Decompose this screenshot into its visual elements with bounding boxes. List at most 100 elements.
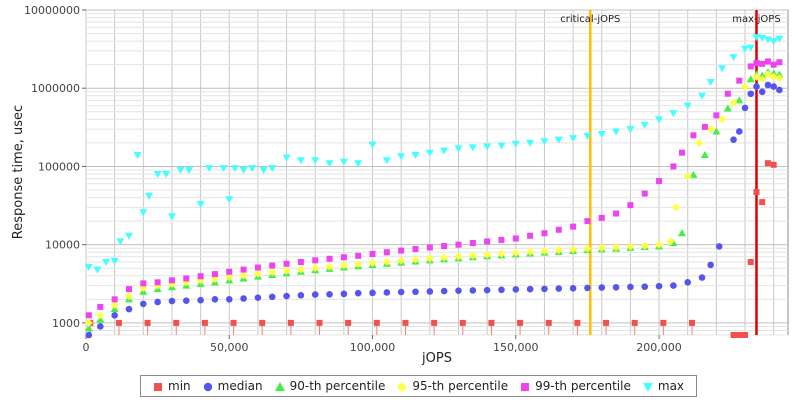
data-point (373, 319, 380, 326)
data-point (145, 192, 154, 200)
data-point (764, 160, 771, 167)
data-point (670, 282, 677, 289)
data-point (85, 312, 92, 319)
data-point (769, 72, 778, 81)
data-point (102, 259, 111, 267)
data-point (655, 240, 664, 249)
data-point (326, 290, 333, 298)
data-point (297, 292, 305, 299)
data-point (97, 303, 104, 310)
series-95-th-percentile (84, 70, 784, 327)
data-point (497, 142, 506, 150)
data-point (115, 319, 122, 326)
series-max (84, 34, 784, 274)
data-point (211, 296, 219, 303)
data-point (196, 201, 205, 209)
data-point (96, 311, 105, 320)
data-point (398, 247, 405, 254)
data-point (240, 266, 247, 273)
data-point (713, 112, 720, 119)
data-point (454, 145, 463, 153)
data-point (340, 290, 348, 298)
data-point (511, 140, 520, 148)
data-point (612, 128, 621, 136)
data-point (459, 319, 466, 326)
data-point (426, 244, 433, 251)
data-point (84, 263, 93, 271)
data-point (316, 319, 323, 326)
data-point (554, 246, 563, 255)
data-point (469, 240, 476, 247)
data-point (775, 70, 784, 78)
data-point (355, 252, 362, 259)
data-point (527, 232, 534, 239)
data-point (440, 253, 449, 262)
data-point (440, 287, 448, 295)
data-point (383, 249, 390, 256)
data-point (706, 79, 715, 87)
data-point (167, 213, 176, 221)
data-point (488, 319, 495, 326)
data-point (383, 289, 391, 296)
data-point (369, 250, 376, 257)
legend-swatch (153, 381, 163, 391)
data-point (111, 312, 118, 319)
data-point (397, 153, 406, 161)
data-point (690, 132, 697, 139)
data-point (97, 323, 104, 330)
data-point (758, 75, 767, 84)
data-point (144, 319, 151, 326)
data-point (354, 289, 362, 297)
data-point (402, 319, 409, 326)
data-point (718, 115, 727, 124)
data-point (597, 130, 606, 138)
data-point (517, 319, 524, 326)
data-point (411, 255, 420, 264)
data-point (700, 151, 709, 159)
data-point (168, 297, 176, 305)
data-point (775, 35, 784, 43)
data-point (239, 167, 248, 175)
data-point (225, 273, 234, 282)
plot-background (85, 9, 789, 336)
data-point (747, 259, 754, 266)
data-point (268, 268, 277, 277)
data-point (730, 136, 737, 143)
data-point (345, 319, 352, 326)
data-point (540, 246, 549, 255)
data-point (311, 291, 319, 298)
data-point (133, 152, 142, 160)
data-point (584, 218, 591, 225)
data-point (311, 263, 320, 272)
data-point (598, 214, 605, 221)
data-point (253, 269, 262, 278)
data-point (176, 167, 185, 175)
data-point (640, 241, 649, 250)
data-point (695, 138, 704, 147)
data-point (741, 45, 750, 53)
data-point (526, 247, 535, 256)
data-point (431, 319, 438, 326)
data-point (287, 319, 294, 326)
data-point (483, 143, 492, 151)
data-point (776, 86, 783, 94)
data-point (312, 257, 319, 264)
data-point (612, 243, 621, 252)
data-point (219, 165, 228, 173)
data-point (769, 38, 778, 46)
data-point (468, 144, 477, 152)
data-point (440, 147, 449, 155)
data-point (735, 96, 744, 104)
data-point (776, 59, 783, 66)
data-point (612, 284, 620, 291)
data-point (569, 135, 578, 143)
legend-label: min (168, 379, 191, 393)
data-point (597, 243, 606, 252)
data-point (455, 287, 462, 294)
data-point (201, 319, 208, 326)
data-point (689, 319, 696, 326)
data-point (85, 331, 93, 339)
series-99-th-percentile (85, 58, 783, 319)
legend-label: 99-th percentile (535, 379, 631, 393)
legend-item: 99-th percentile (520, 379, 631, 393)
